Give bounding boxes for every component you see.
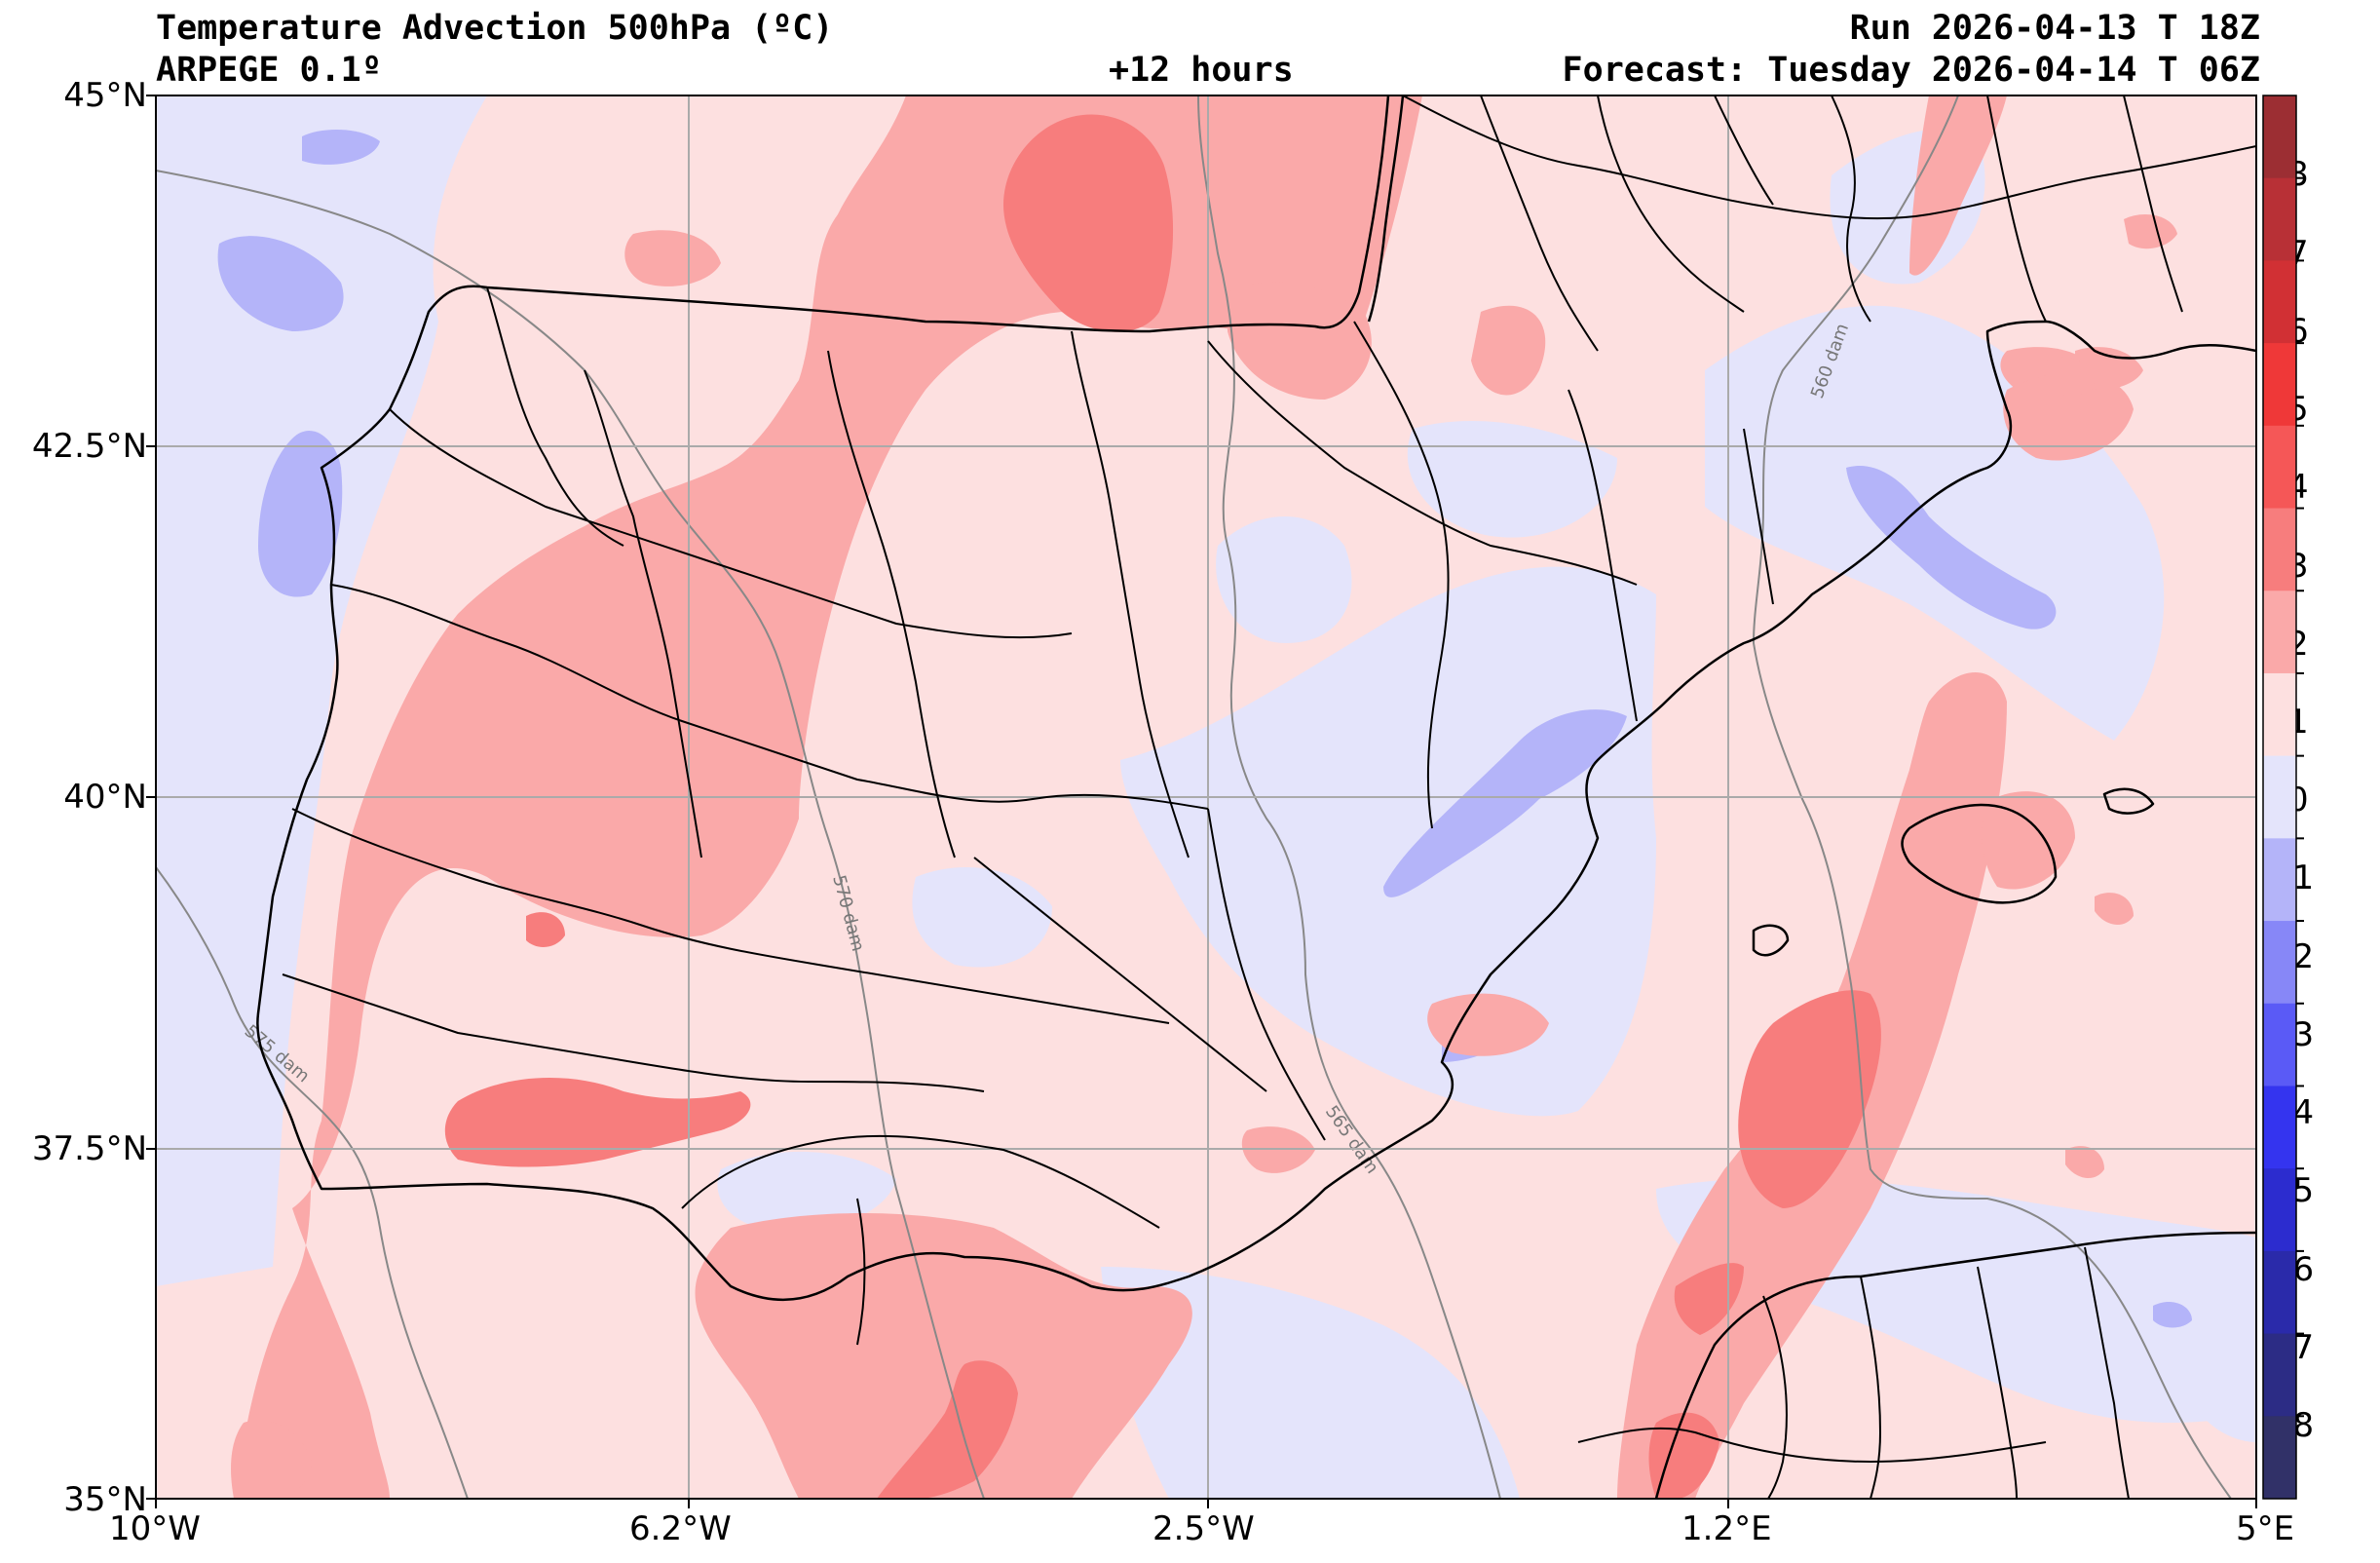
- border-14: [486, 286, 624, 547]
- colorbar-segment: [2263, 1086, 2296, 1169]
- aquitaine-coast: [1367, 95, 1405, 323]
- colorbar-segment: [2263, 1416, 2296, 1500]
- graticule: [156, 95, 2256, 1499]
- colorbar-segment: [2263, 1168, 2296, 1252]
- lat-label-40: 40°N: [63, 778, 147, 817]
- lat-label-35: 35°N: [63, 1480, 147, 1519]
- border-15: [681, 1134, 1160, 1229]
- lon-label-1-2e: 1.2°E: [1681, 1509, 1772, 1548]
- iberia-coastline: [256, 95, 2047, 1302]
- map-title: Temperature Advection 500hPa (ºC): [156, 9, 834, 48]
- axis-ticks: [146, 95, 2257, 1508]
- cold-advection-moderate: [217, 130, 2192, 1328]
- border-11: [1568, 389, 1638, 722]
- border-1: [389, 408, 1073, 639]
- colorbar-segment: [2263, 755, 2296, 839]
- colorbar-frame: [2262, 95, 2297, 1500]
- border-6: [291, 808, 1170, 1024]
- border-27: [2084, 1246, 2130, 1499]
- border-24: [1762, 1295, 1788, 1499]
- border-8: [1207, 808, 1326, 1141]
- lon-label-2-5w: 2.5°W: [1152, 1509, 1255, 1548]
- border-9: [1207, 340, 1638, 586]
- border-18: [1480, 95, 1599, 352]
- colorbar-segment: [2263, 343, 2296, 427]
- colorbar-segment: [2263, 1003, 2296, 1086]
- colorbar-segment: [2263, 425, 2296, 510]
- gulf-of-lion-coast: [2045, 320, 2256, 360]
- colorbar-segment: [2263, 508, 2296, 591]
- admin-boundaries: [282, 95, 2256, 1499]
- advection-field: 570 dam 575 dam 565 dam 560 dam: [156, 95, 2256, 1499]
- border-13: [973, 857, 1267, 1092]
- border-23: [2123, 95, 2183, 313]
- colorbar-segment: [2263, 1333, 2296, 1417]
- lon-label-10w: 10°W: [109, 1509, 201, 1548]
- border-26: [1977, 1266, 2018, 1499]
- border-12: [1743, 428, 1774, 605]
- colorbar-segment: [2263, 838, 2296, 922]
- border-19: [1597, 95, 1745, 313]
- contour-565: [1197, 95, 1501, 1499]
- border-3: [827, 350, 956, 858]
- warm-advection-moderate: [444, 114, 1881, 1499]
- colorbar-segment: [2263, 1250, 2296, 1335]
- lat-label-45: 45°N: [63, 76, 147, 115]
- colorbar-segment: [2263, 672, 2296, 757]
- lon-label-6-2w: 6.2°W: [629, 1509, 732, 1548]
- border-7: [282, 973, 985, 1092]
- border-4: [1071, 330, 1190, 858]
- colorbar-segment: [2263, 921, 2296, 1005]
- colorbar-segment: [2263, 95, 2296, 179]
- contour-560: [1752, 95, 2232, 1499]
- border-17: [1402, 95, 2256, 220]
- mallorca: [1901, 803, 2058, 904]
- menorca: [2102, 787, 2155, 815]
- lat-label-37-5: 37.5°N: [31, 1129, 147, 1168]
- border-22: [1986, 95, 2047, 323]
- border-20: [1714, 95, 1774, 206]
- colorbar: [2262, 95, 2304, 1500]
- lon-label-5e: 5°E: [2236, 1509, 2295, 1548]
- contour-575: [156, 866, 469, 1499]
- run-time: Run 2026-04-13 T 18Z: [1849, 9, 2260, 48]
- border-21: [1831, 95, 1871, 323]
- border-10: [1353, 321, 1450, 829]
- border-16: [856, 1198, 866, 1346]
- border-25: [1860, 1276, 1881, 1499]
- contour-570: [156, 170, 985, 1499]
- border-2: [584, 369, 702, 858]
- forecast-time: Forecast: Tuesday 2026-04-14 T 06Z: [1562, 51, 2260, 90]
- border-5: [330, 584, 1209, 810]
- model-name: ARPEGE 0.1º: [156, 51, 382, 90]
- lead-time: +12 hours: [1109, 51, 1294, 90]
- geopotential-contours: [156, 95, 2232, 1499]
- ibiza: [1752, 924, 1790, 957]
- border-28: [1577, 1427, 2047, 1463]
- colorbar-segment: [2263, 591, 2296, 674]
- colorbar-segment: [2263, 177, 2296, 261]
- lat-label-42-5: 42.5°N: [31, 427, 147, 466]
- colorbar-segment: [2263, 260, 2296, 344]
